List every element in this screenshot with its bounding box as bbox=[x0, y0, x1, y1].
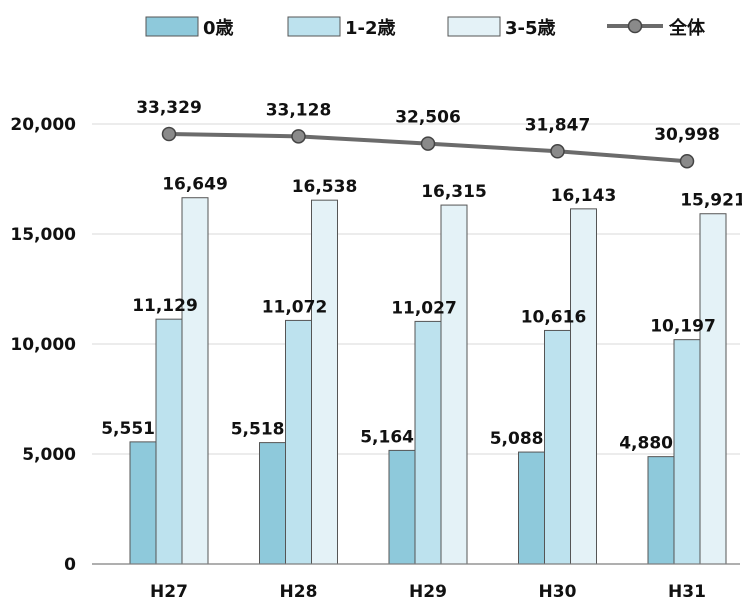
data-label: 11,129 bbox=[132, 296, 198, 316]
legend: 0歳 1-2歳 3-5歳 全体 bbox=[145, 16, 706, 39]
bar-series bbox=[129, 197, 727, 565]
bar-2 bbox=[311, 199, 338, 565]
y-tick-label: 15,000 bbox=[10, 225, 76, 245]
data-label: 16,143 bbox=[551, 186, 617, 206]
bar-1 bbox=[544, 329, 571, 565]
data-label: 16,649 bbox=[162, 175, 228, 195]
total-line-marker bbox=[291, 129, 306, 144]
data-labels: 0 5,000 10,000 15,000 20,000 H27 H28 H29 H30 H31 5… bbox=[10, 98, 742, 602]
y-tick-label: 5,000 bbox=[22, 445, 76, 465]
legend-label: 0歳 bbox=[203, 18, 234, 39]
bar-2 bbox=[440, 204, 468, 565]
bar-1 bbox=[414, 320, 442, 565]
data-label: 32,506 bbox=[395, 108, 461, 128]
legend-label: 全体 bbox=[668, 17, 706, 39]
data-label: 16,315 bbox=[421, 182, 487, 202]
data-label: 16,538 bbox=[292, 177, 358, 197]
data-label: 5,088 bbox=[490, 429, 544, 449]
data-label: 4,880 bbox=[619, 434, 673, 454]
x-tick-label: H30 bbox=[539, 582, 577, 602]
legend-label: 1-2歳 bbox=[345, 18, 396, 39]
legend-swatch bbox=[287, 16, 341, 37]
bar-2 bbox=[181, 197, 209, 565]
bar-2 bbox=[570, 208, 597, 565]
data-label: 31,847 bbox=[525, 115, 591, 135]
data-label: 33,128 bbox=[266, 100, 332, 120]
legend-swatch bbox=[145, 16, 199, 37]
bar-1 bbox=[673, 339, 701, 565]
data-label: 10,616 bbox=[521, 307, 587, 327]
total-line-marker bbox=[161, 126, 177, 142]
data-label: 11,027 bbox=[391, 298, 457, 318]
bar-0 bbox=[647, 456, 675, 565]
total-line-series bbox=[161, 126, 695, 169]
bar-0 bbox=[518, 451, 545, 565]
data-label: 15,921 bbox=[680, 191, 742, 211]
y-tick-label: 20,000 bbox=[10, 115, 76, 135]
data-label: 30,998 bbox=[654, 125, 720, 145]
total-line-marker bbox=[550, 144, 565, 159]
data-label: 5,164 bbox=[360, 427, 414, 447]
legend-label: 3-5歳 bbox=[505, 18, 556, 39]
x-tick-label: H27 bbox=[150, 582, 188, 602]
x-tick-label: H28 bbox=[280, 582, 318, 602]
bar-2 bbox=[699, 213, 727, 565]
bar-0 bbox=[388, 449, 416, 565]
total-line-marker bbox=[679, 153, 695, 169]
data-label: 33,329 bbox=[136, 98, 202, 118]
bar-1 bbox=[155, 318, 183, 565]
y-tick-label: 10,000 bbox=[10, 335, 76, 355]
x-tick-label: H29 bbox=[409, 582, 447, 602]
legend-swatch bbox=[447, 16, 501, 37]
y-tick-label: 0 bbox=[64, 555, 76, 575]
bar-0 bbox=[129, 441, 157, 565]
data-label: 5,551 bbox=[101, 419, 155, 439]
total-line-marker bbox=[420, 136, 436, 151]
bar-0 bbox=[259, 442, 286, 565]
data-label: 5,518 bbox=[231, 420, 285, 440]
data-label: 11,072 bbox=[262, 297, 328, 317]
data-label: 10,197 bbox=[650, 317, 716, 337]
bar-1 bbox=[285, 319, 312, 565]
x-tick-label: H31 bbox=[668, 582, 706, 602]
legend-line-marker bbox=[627, 18, 643, 34]
